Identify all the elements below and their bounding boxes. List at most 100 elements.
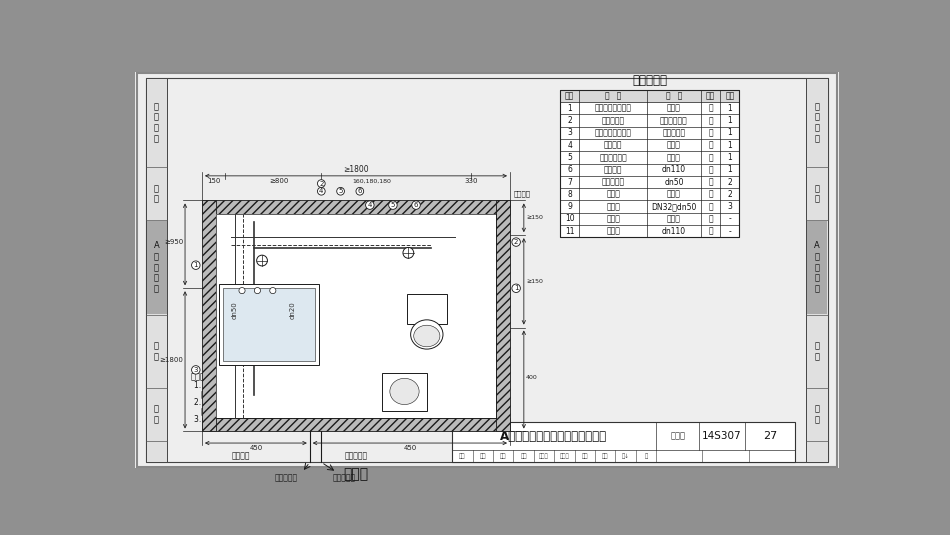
Text: 套: 套 [709,116,712,125]
Text: 带混合水管洗浴盆: 带混合水管洗浴盆 [595,104,632,112]
Text: 1: 1 [728,128,732,137]
Bar [560,201,739,213]
Text: 5: 5 [567,153,572,162]
Text: 督文别: 督文别 [540,453,549,459]
Text: 图: 图 [815,134,820,143]
Text: 详: 详 [815,124,820,133]
Text: 4: 4 [319,188,324,194]
Text: 7: 7 [567,178,572,187]
Text: 10: 10 [565,215,575,224]
Text: 6: 6 [414,202,418,208]
Text: 台: 台 [154,195,159,204]
Text: 400: 400 [526,375,538,380]
Text: 根: 根 [709,141,712,150]
Text: 1: 1 [728,165,732,174]
Text: 带混合水管洗脸盆: 带混合水管洗脸盆 [595,128,632,137]
Text: 厂: 厂 [154,341,159,350]
Circle shape [403,248,413,258]
Bar [560,102,739,114]
Bar [452,422,795,462]
Text: 明: 明 [815,416,820,425]
Text: 排粪排水道: 排粪排水道 [276,473,298,482]
Text: 生: 生 [815,274,820,283]
Text: dn50: dn50 [664,178,684,187]
Text: 阳: 阳 [154,184,159,193]
Text: 套: 套 [709,128,712,137]
Text: 说明：: 说明： [190,372,205,381]
Circle shape [256,255,268,266]
Bar [560,164,739,176]
Text: 徯水弯: 徯水弯 [606,202,620,211]
Text: 编号: 编号 [565,91,574,100]
Bar [202,201,510,215]
Text: 节: 节 [154,102,159,111]
Text: 1: 1 [567,104,572,112]
Text: 点: 点 [815,113,820,122]
Text: 卫: 卫 [154,263,159,272]
Text: ≥1800: ≥1800 [160,357,183,363]
Text: 11: 11 [565,227,575,236]
Text: 按设计: 按设计 [667,190,681,199]
Circle shape [317,187,325,195]
Text: 1: 1 [728,104,732,112]
Text: 160,180,180: 160,180,180 [352,179,390,184]
Text: 3: 3 [567,128,572,137]
Text: 6: 6 [357,188,362,194]
Text: 排污冷水道: 排污冷水道 [345,452,368,461]
Text: 万↓: 万↓ [621,453,630,459]
Text: 平面图: 平面图 [343,467,369,481]
Bar [202,418,510,432]
Text: 间: 间 [815,285,820,294]
Text: 明: 明 [154,416,159,425]
Text: 3. 本卫生间平面布置适用于坐幅为305mm的座式大便器。: 3. 本卫生间平面布置适用于坐幅为305mm的座式大便器。 [194,415,330,424]
Text: 主要设备表: 主要设备表 [633,74,667,87]
Text: 点: 点 [154,113,159,122]
Text: 详: 详 [154,124,159,133]
Text: 按设计: 按设计 [667,215,681,224]
Text: dn50: dn50 [232,301,238,319]
Bar [560,114,739,127]
Circle shape [366,201,374,209]
Text: 排污冷水道: 排污冷水道 [332,473,356,482]
Text: 复叠: 复叠 [480,453,486,459]
Bar [496,201,510,432]
Text: 型: 型 [154,252,159,261]
Text: 说: 说 [154,405,159,414]
Text: 设置在吊顶内； 图中给水未注管径的，其管径均为DN15。: 设置在吊顶内； 图中给水未注管径的，其管径均为DN15。 [194,389,331,398]
Text: 生: 生 [154,274,159,283]
Text: 个: 个 [709,215,712,224]
Text: 按设计: 按设计 [667,153,681,162]
Ellipse shape [390,378,419,404]
Bar [807,78,828,462]
Text: dn110: dn110 [662,165,686,174]
Text: 14S307: 14S307 [702,431,742,441]
Text: 单位: 单位 [706,91,715,100]
Text: 2: 2 [514,239,519,245]
Text: 万水: 万水 [602,453,609,459]
Circle shape [192,365,200,374]
Text: A: A [154,241,160,250]
Ellipse shape [413,325,440,347]
Bar [560,89,739,238]
Text: 4: 4 [368,202,372,208]
Text: 图: 图 [154,134,159,143]
Text: 全钓化成槽: 全钓化成槽 [662,128,686,137]
Text: 台: 台 [815,195,820,204]
Bar [407,294,446,324]
Text: 5: 5 [338,188,343,194]
Text: 个: 个 [709,227,712,236]
Text: 450: 450 [249,445,262,450]
Bar [218,285,319,365]
Text: 污水立管: 污水立管 [604,165,622,174]
Circle shape [239,287,245,294]
Text: 根: 根 [709,165,712,174]
Text: dn110: dn110 [662,227,686,236]
Text: 1: 1 [728,141,732,150]
Text: A: A [814,241,820,250]
Text: 8: 8 [567,190,572,199]
Text: ≥150: ≥150 [526,279,543,284]
Bar [560,151,739,164]
Text: 直通式地漏: 直通式地漏 [601,178,625,187]
Text: ≥800: ≥800 [269,178,289,184]
Text: 审判: 审判 [459,453,466,459]
